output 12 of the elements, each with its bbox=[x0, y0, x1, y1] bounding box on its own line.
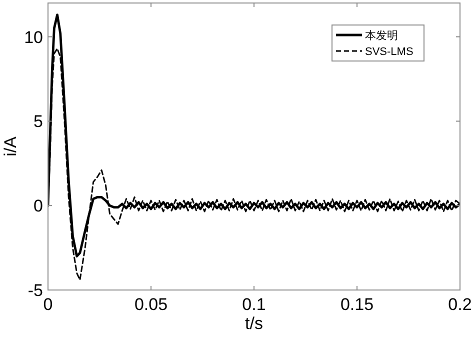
x-tick-label: 0.2 bbox=[448, 295, 472, 314]
y-tick-label: 0 bbox=[34, 196, 43, 216]
y-tick-label: 10 bbox=[24, 28, 43, 47]
y-tick-label: 5 bbox=[34, 112, 43, 132]
legend-label: 本发明 bbox=[365, 29, 398, 42]
x-tick-label: 0.15 bbox=[340, 295, 374, 314]
y-tick-label: -5 bbox=[28, 281, 43, 300]
x-tick-label: 0.1 bbox=[242, 295, 266, 314]
x-tick-label: 0.05 bbox=[134, 295, 168, 314]
legend-label: SVS-LMS bbox=[365, 46, 414, 58]
x-axis-title: t/s bbox=[245, 314, 263, 333]
y-axis-title: i/A bbox=[1, 136, 20, 156]
